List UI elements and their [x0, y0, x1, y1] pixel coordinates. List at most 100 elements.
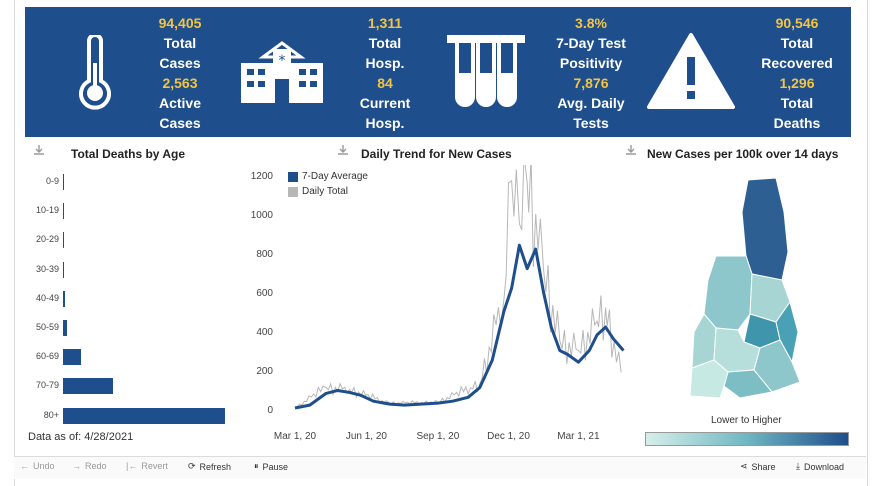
legend-average-swatch — [288, 171, 298, 182]
testing-stat: 3.8% 7-Day Test Positivity 7,876 Avg. Da… — [541, 13, 641, 133]
y-tick-label: 600 — [256, 288, 273, 299]
daily-tests-value: 7,876 — [573, 75, 609, 91]
total-deaths-label: Total Deaths — [773, 95, 821, 131]
age-bar-2[interactable] — [63, 232, 64, 249]
age-bar-3[interactable] — [63, 261, 64, 278]
county-grafton[interactable] — [703, 255, 753, 331]
current-hosp-label: Current Hosp. — [359, 95, 411, 131]
total-hosp-value: 1,311 — [367, 15, 403, 31]
age-label-1: 10-19 — [35, 205, 59, 216]
test-tubes-icon — [447, 35, 525, 107]
deaths-by-age-title: Total Deaths by Age — [71, 147, 186, 161]
deaths-by-age-chart — [0, 0, 1, 1]
test-positivity-label: 7-Day Test Positivity — [556, 35, 626, 71]
x-tick-label: Jun 1, 20 — [346, 431, 388, 442]
redo-label: Redo — [85, 461, 107, 471]
legend-average-label: 7-Day Average — [302, 171, 368, 182]
y-tick-label: 200 — [256, 366, 273, 377]
hospital-icon: * — [241, 41, 323, 103]
download-icon: ⤓ — [796, 461, 800, 471]
total-recovered-value: 90,546 — [775, 15, 819, 31]
revert-label: Revert — [141, 461, 168, 471]
outcomes-stat: 90,546 Total Recovered 1,296 Total Death… — [751, 13, 843, 133]
daily-tests-label: Avg. Daily Tests — [557, 95, 625, 131]
age-label-2: 20-29 — [35, 234, 59, 245]
age-bar-5[interactable] — [63, 320, 68, 336]
share-button[interactable]: ⋖ Share — [740, 461, 776, 472]
current-hosp-value: 84 — [377, 75, 393, 91]
summary-banner: * 94,405 Total Cases 2,563 Active Cases … — [25, 7, 851, 137]
test-positivity-value: 3.8% — [575, 15, 607, 31]
undo-button[interactable]: ← Undo — [20, 461, 55, 471]
y-tick-label: 1000 — [251, 210, 274, 221]
revert-button[interactable]: |← Revert — [126, 461, 168, 471]
age-label-8: 80+ — [43, 409, 59, 420]
county-map[interactable] — [680, 172, 810, 404]
total-cases-value: 94,405 — [158, 15, 202, 31]
share-label: Share — [751, 461, 776, 472]
daily-trend-chart: 0 200 400 600 800 1000 1200 Mar 1, 20 Jun 1, 20 S… — [251, 165, 625, 442]
map-legend-label: Lower to Higher — [711, 415, 782, 426]
revert-icon: |← — [126, 461, 138, 471]
thermometer-icon — [79, 35, 111, 110]
seven-day-average-line[interactable] — [294, 243, 625, 410]
download-label: Download — [803, 461, 845, 472]
legend-daily-swatch — [288, 186, 298, 197]
daily-total-line[interactable] — [294, 165, 622, 409]
y-tick-label: 0 — [267, 405, 273, 416]
refresh-icon: ⟳ — [188, 461, 196, 471]
hospitalization-stat: 1,311 Total Hosp. 84 Current Hosp. — [340, 13, 430, 133]
age-bar-7[interactable] — [63, 378, 113, 395]
county-strafford[interactable] — [775, 300, 799, 364]
total-cases-stat: 94,405 Total Cases 2,563 Active Cases — [135, 13, 225, 133]
undo-label: Undo — [33, 461, 55, 471]
map-title: New Cases per 100k over 14 days — [647, 147, 839, 161]
refresh-button[interactable]: ⟳ Refresh — [188, 461, 231, 472]
age-label-3: 30-39 — [35, 263, 59, 274]
age-bar-0[interactable] — [63, 174, 64, 190]
pause-label: Pause — [262, 461, 289, 472]
x-tick-label: Mar 1, 21 — [557, 431, 600, 442]
download-deaths-icon[interactable] — [33, 144, 45, 156]
pause-icon: ⏸ — [254, 461, 259, 471]
data-as-of: Data as of: 4/28/2021 — [28, 431, 134, 443]
pause-button[interactable]: ⏸ Pause — [254, 461, 288, 472]
x-tick-label: Sep 1, 20 — [416, 431, 459, 442]
download-button[interactable]: ⤓ Download — [796, 461, 844, 472]
undo-icon: ← — [20, 461, 29, 471]
legend-daily[interactable]: Daily Total — [288, 186, 348, 197]
bottom-toolbar: ← Undo → Redo |← Revert ⟳ Refresh ⏸ Pause ⋖ Sh… — [14, 456, 866, 479]
share-icon: ⋖ — [740, 461, 748, 471]
age-bar-8[interactable] — [63, 407, 226, 424]
y-tick-label: 1200 — [251, 171, 274, 182]
x-tick-label: Mar 1, 20 — [274, 431, 317, 442]
total-hosp-label: Total Hosp. — [365, 35, 405, 71]
refresh-label: Refresh — [199, 461, 232, 472]
age-label-6: 60-69 — [35, 351, 59, 362]
y-tick-label: 800 — [256, 249, 273, 260]
total-deaths-value: 1,296 — [779, 75, 815, 91]
total-cases-label: Total Cases — [159, 35, 201, 71]
download-trend-icon[interactable] — [337, 144, 349, 156]
age-label-0: 0-9 — [45, 176, 59, 186]
x-tick-label: Dec 1, 20 — [487, 431, 530, 442]
daily-trend-title: Daily Trend for New Cases — [361, 147, 512, 161]
age-label-7: 70-79 — [35, 380, 59, 391]
age-bar-6[interactable] — [63, 349, 82, 366]
county-cheshire[interactable] — [689, 359, 729, 399]
active-cases-value: 2,563 — [162, 75, 198, 91]
svg-text:*: * — [279, 53, 286, 69]
age-bar-4[interactable] — [63, 290, 65, 307]
warning-icon — [647, 33, 735, 109]
legend-average[interactable]: 7-Day Average — [288, 171, 368, 182]
age-bar-1[interactable] — [63, 203, 64, 220]
legend-daily-label: Daily Total — [302, 186, 348, 197]
age-label-4: 40-49 — [35, 292, 59, 303]
redo-button[interactable]: → Redo — [72, 461, 107, 471]
active-cases-label: Active Cases — [158, 95, 202, 131]
download-map-icon[interactable] — [625, 144, 637, 156]
age-label-5: 50-59 — [35, 322, 59, 332]
map-legend-gradient — [645, 432, 849, 446]
total-recovered-label: Total Recovered — [761, 35, 833, 71]
y-tick-label: 400 — [256, 327, 273, 338]
